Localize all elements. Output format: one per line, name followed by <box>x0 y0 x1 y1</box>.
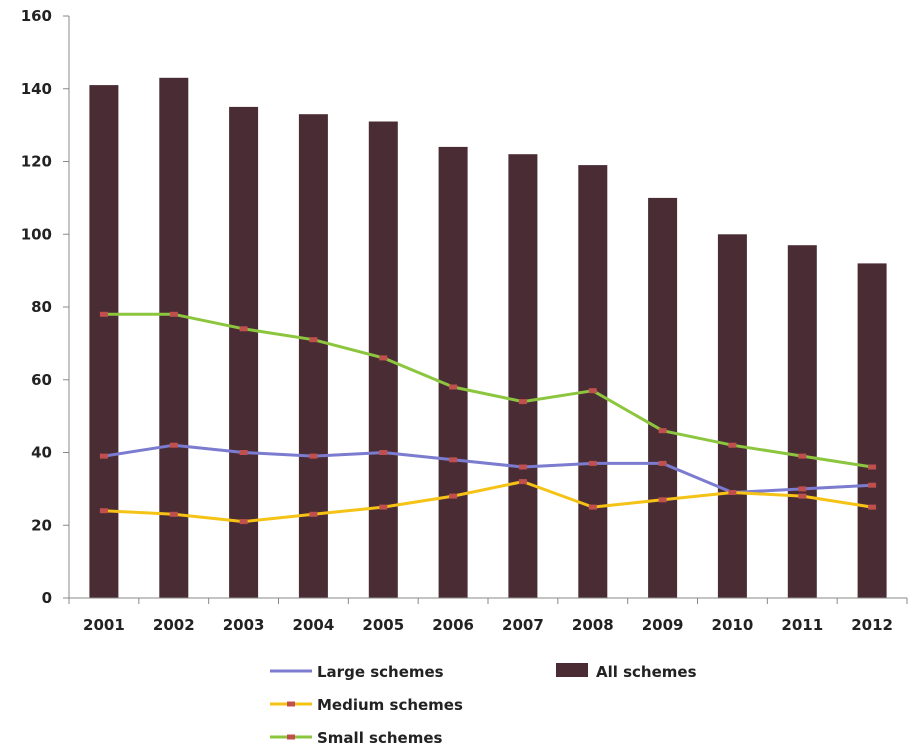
series-marker-2-2004 <box>309 511 318 517</box>
legend-label: Medium schemes <box>317 696 463 714</box>
y-tick-label: 0 <box>42 589 52 607</box>
legend-item-2: Medium schemes <box>270 696 463 714</box>
legend-item-1: Large schemes <box>270 663 444 681</box>
series-marker-2-2011 <box>798 493 807 499</box>
axes-group: 0 20 40 60 80 100 120 140 160 2001 2002 2003 2004 200… <box>21 7 908 634</box>
series-marker-2-2005 <box>379 504 388 510</box>
series-marker-3-2008 <box>588 388 597 394</box>
legend-label: Small schemes <box>317 729 443 747</box>
series-marker-2-2009 <box>658 497 667 503</box>
series-marker-1-2009 <box>658 460 667 466</box>
series-marker-3-2009 <box>658 428 667 434</box>
legend-item-3: Small schemes <box>270 729 443 747</box>
series-marker-1-2003 <box>239 450 248 455</box>
x-tick-label: 2002 <box>153 616 195 634</box>
bar-2010 <box>717 234 747 599</box>
series-marker-3-2010 <box>728 442 737 448</box>
x-tick-label: 2001 <box>83 616 125 634</box>
series-marker-1-2012 <box>868 482 877 488</box>
series-marker-1-2007 <box>518 464 527 470</box>
series-marker-2-2006 <box>449 493 458 499</box>
series-marker-2-2012 <box>868 504 877 510</box>
bar-2009 <box>648 197 678 598</box>
series-marker-2-2002 <box>169 511 178 517</box>
series-marker-1-2002 <box>169 442 178 448</box>
x-tick-label: 2004 <box>293 616 335 634</box>
series-marker-2-2003 <box>239 519 248 525</box>
x-tick-label: 2010 <box>712 616 754 634</box>
series-line-2 <box>102 480 874 524</box>
series-marker-3-2006 <box>449 384 458 390</box>
series-marker-1-2004 <box>309 453 318 459</box>
series-marker-3-2004 <box>309 337 318 343</box>
series-marker-3-2012 <box>868 464 877 470</box>
x-tick-label: 2005 <box>362 616 404 634</box>
bar-2006 <box>438 146 468 598</box>
x-tick-label: 2011 <box>781 616 823 634</box>
legend-swatch-bar <box>556 663 588 677</box>
series-marker-2-2010 <box>728 490 737 495</box>
bar-2008 <box>578 165 608 598</box>
x-tick-label: 2003 <box>223 616 265 634</box>
y-tick-label: 20 <box>31 516 52 534</box>
series-marker-2-2001 <box>99 508 108 514</box>
bar-2003 <box>229 106 259 599</box>
series-line-1 <box>102 443 874 494</box>
series-marker-3-2002 <box>169 311 178 317</box>
y-tick-label: 120 <box>21 153 52 171</box>
legend: Large schemes Medium schemes Small schemes… <box>270 663 697 747</box>
series-marker-3-2001 <box>99 311 108 317</box>
series-marker-3-2005 <box>379 355 388 361</box>
series-line-3 <box>102 312 874 469</box>
bar-2001 <box>89 85 119 599</box>
bar-2007 <box>508 154 538 598</box>
legend-label: Large schemes <box>317 663 444 681</box>
legend-item-0: All schemes <box>556 663 697 681</box>
bar-2011 <box>787 245 817 598</box>
legend-label: All schemes <box>596 663 697 681</box>
legend-swatch-marker <box>287 701 295 707</box>
series-marker-3-2007 <box>518 399 527 405</box>
x-tick-label: 2008 <box>572 616 614 634</box>
y-tick-label: 40 <box>31 444 52 462</box>
series-marker-1-2001 <box>99 453 108 459</box>
x-tick-label: 2006 <box>432 616 474 634</box>
series-marker-2-2008 <box>588 504 597 510</box>
series-marker-1-2011 <box>798 486 807 492</box>
bar-2004 <box>298 114 328 598</box>
bar-series-group <box>89 77 887 599</box>
series-marker-2-2007 <box>518 479 527 485</box>
bar-2002 <box>159 77 189 599</box>
series-marker-3-2003 <box>239 326 248 332</box>
y-tick-label: 60 <box>31 371 52 389</box>
x-tick-label: 2012 <box>851 616 893 634</box>
y-tick-label: 100 <box>21 225 52 243</box>
y-tick-label: 160 <box>21 7 52 25</box>
y-tick-label: 80 <box>31 298 52 316</box>
series-marker-3-2011 <box>798 453 807 459</box>
x-tick-label: 2009 <box>642 616 684 634</box>
series-marker-1-2005 <box>379 450 388 455</box>
y-tick-label: 140 <box>21 80 52 98</box>
line-series-group <box>99 311 877 525</box>
series-marker-1-2008 <box>588 460 597 466</box>
bar-2012 <box>857 263 887 598</box>
series-marker-1-2006 <box>449 457 458 463</box>
x-tick-label: 2007 <box>502 616 544 634</box>
legend-swatch-marker <box>287 734 295 740</box>
